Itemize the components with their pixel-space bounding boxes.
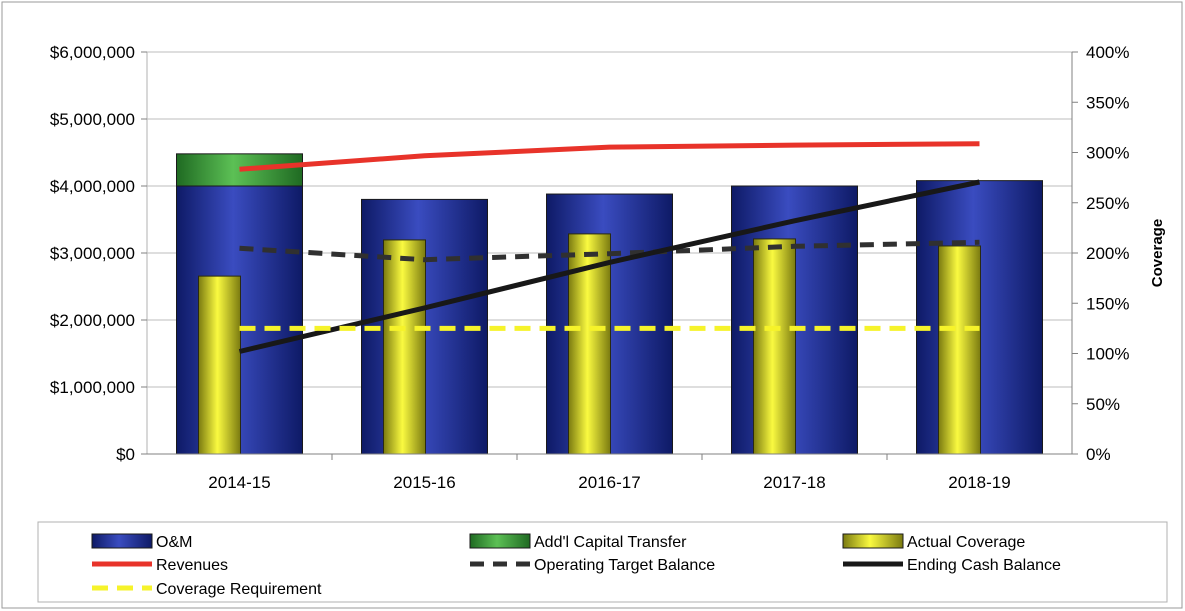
right-tick-label: 50% — [1086, 395, 1120, 414]
left-tick-label: $0 — [116, 445, 135, 464]
left-axis-ticks: $0 $1,000,000 $2,000,000 $3,000,000 $4,000,0… — [50, 43, 147, 464]
line-operating-target-balance — [239, 239, 980, 263]
legend-label: Operating Target Balance — [534, 557, 715, 574]
right-tick-label: 250% — [1086, 194, 1129, 213]
left-tick-label: $5,000,000 — [50, 110, 135, 129]
legend-swatch — [842, 533, 904, 549]
legend-item-add-l-capital-transfer: Add'l Capital Transfer — [469, 533, 687, 551]
left-tick-label: $6,000,000 — [50, 43, 135, 62]
right-axis-title: Coverage — [1149, 219, 1166, 287]
legend-box — [37, 521, 1168, 603]
left-tick-label: $4,000,000 — [50, 177, 135, 196]
legend-label: Coverage Requirement — [156, 581, 322, 598]
bar-add-l-capital-transfer — [176, 153, 303, 187]
line-ending-cash-balance — [238, 179, 981, 354]
right-tick-label: 350% — [1086, 93, 1129, 112]
right-tick-label: 0% — [1086, 445, 1111, 464]
legend-item-coverage-requirement: Coverage Requirement — [92, 581, 322, 598]
right-tick-label: 100% — [1086, 345, 1129, 364]
right-tick-label: 150% — [1086, 294, 1129, 313]
bar-actual-coverage — [753, 238, 796, 455]
x-tick-label: 2015-16 — [393, 473, 455, 492]
x-tick-label: 2017-18 — [763, 473, 825, 492]
legend-item-actual-coverage: Actual Coverage — [842, 533, 1025, 551]
right-tick-label: 300% — [1086, 144, 1129, 163]
x-axis-ticks: 2014-15 2015-16 2016-17 2017-18 2018-19 — [208, 454, 1011, 492]
legend-swatch — [91, 533, 153, 549]
x-tick-label: 2014-15 — [208, 473, 270, 492]
bar-actual-coverage — [383, 239, 426, 455]
right-tick-label: 400% — [1086, 43, 1129, 62]
legend-label: Revenues — [156, 557, 228, 574]
legend-item-operating-target-balance: Operating Target Balance — [470, 557, 715, 574]
legend-swatch — [469, 533, 531, 549]
legend-label: Add'l Capital Transfer — [534, 534, 687, 551]
legend-label: Actual Coverage — [907, 534, 1025, 551]
legend-item-o-m: O&M — [91, 533, 192, 551]
x-tick-label: 2016-17 — [578, 473, 640, 492]
left-tick-label: $3,000,000 — [50, 244, 135, 263]
x-tick-label: 2018-19 — [948, 473, 1010, 492]
left-tick-label: $2,000,000 — [50, 311, 135, 330]
legend-label: Ending Cash Balance — [907, 557, 1061, 574]
legend: O&M Add'l Capital Transfer Actual Coverage… — [91, 533, 1061, 598]
line-revenues — [239, 141, 980, 172]
left-tick-label: $1,000,000 — [50, 378, 135, 397]
bar-actual-coverage — [938, 245, 981, 455]
lines-layer — [238, 141, 981, 354]
right-axis-ticks: 0% 50% 100% 150% 200% 250% 300% 350% 400% — [1072, 43, 1129, 464]
bar-actual-coverage — [198, 275, 241, 455]
legend-item-revenues: Revenues — [92, 557, 228, 574]
bars-layer — [176, 153, 1043, 455]
right-tick-label: 200% — [1086, 244, 1129, 263]
legend-label: O&M — [156, 534, 192, 551]
legend-item-ending-cash-balance: Ending Cash Balance — [843, 557, 1061, 574]
